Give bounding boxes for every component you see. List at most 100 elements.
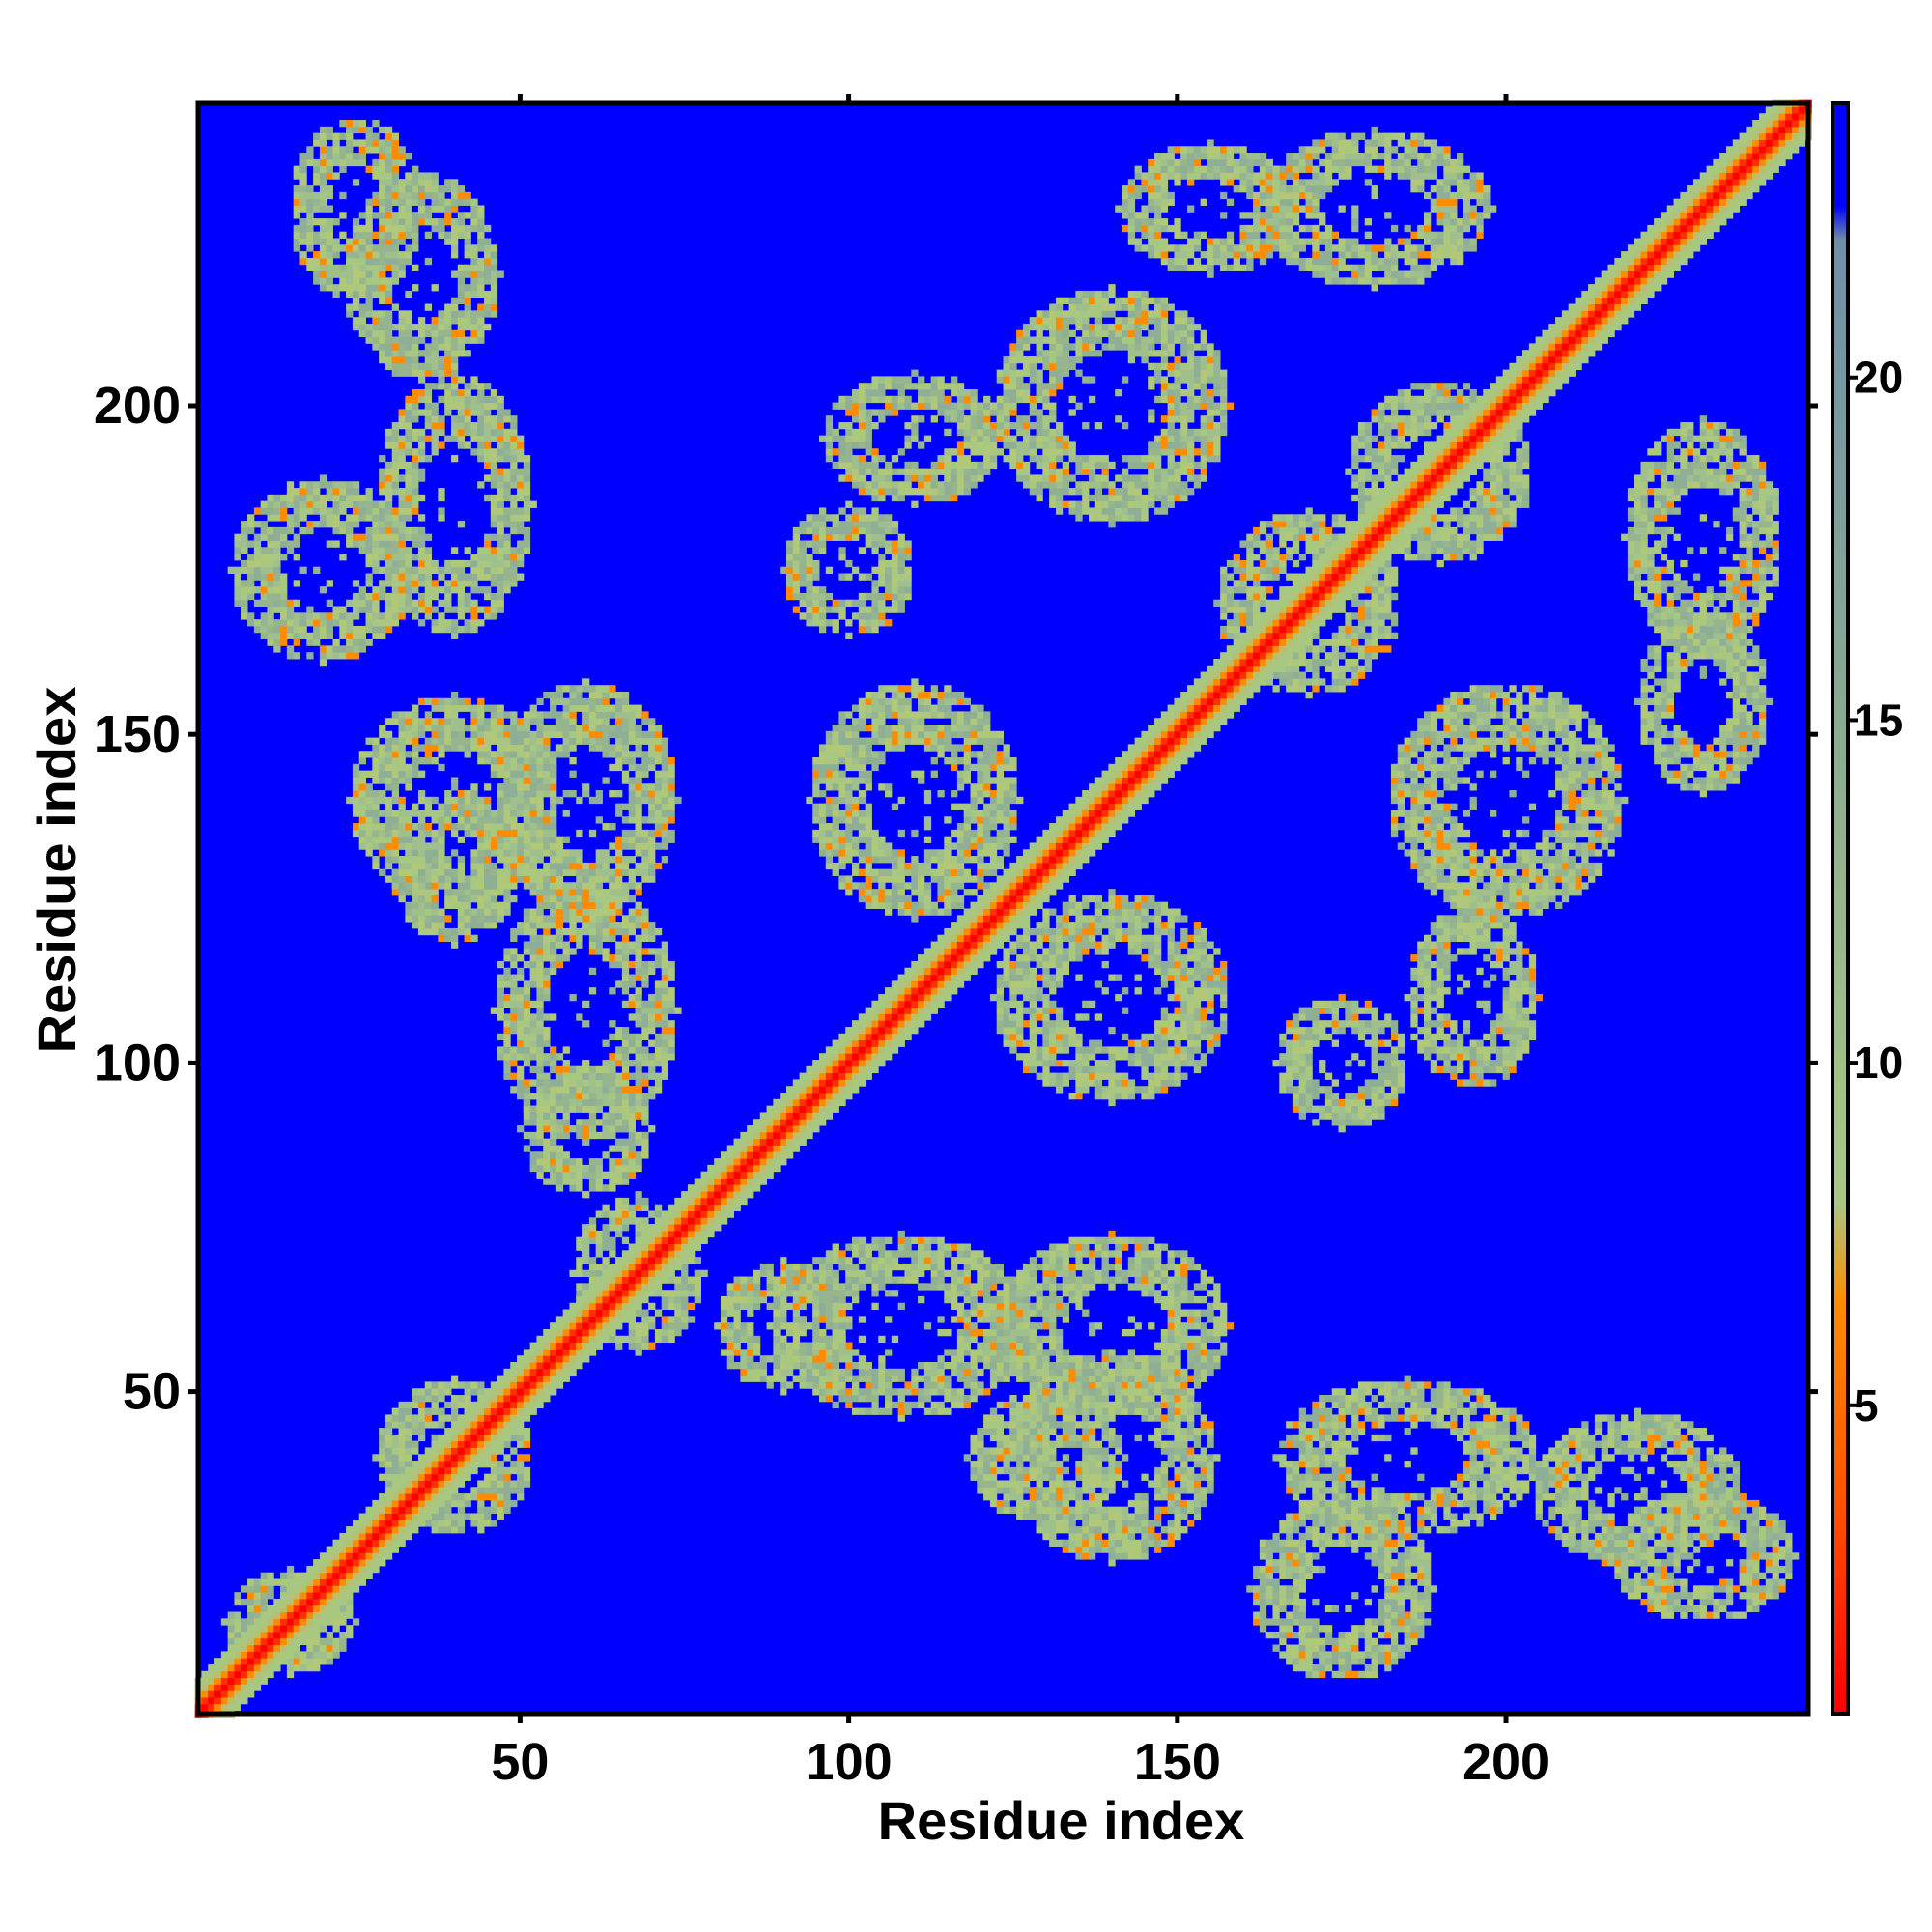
heatmap-cell	[438, 856, 445, 864]
heatmap-cell	[609, 922, 616, 929]
heatmap-cell	[582, 704, 590, 712]
heatmap-cell	[1134, 1434, 1142, 1442]
heatmap-cell	[1154, 1342, 1162, 1350]
heatmap-cell	[352, 777, 360, 784]
heatmap-cell	[1134, 1368, 1142, 1377]
heatmap-cell	[878, 1388, 886, 1396]
heatmap-cell	[555, 901, 564, 909]
heatmap-cell	[444, 724, 452, 732]
heatmap-cell	[1088, 1539, 1096, 1547]
heatmap-cell	[405, 1440, 412, 1448]
heatmap-cell	[1016, 1355, 1024, 1363]
heatmap-cell	[253, 1605, 262, 1613]
heatmap-cell	[457, 1506, 466, 1514]
heatmap-cell	[477, 856, 485, 864]
heatmap-cell	[1088, 1546, 1096, 1553]
heatmap-cell	[904, 868, 912, 876]
heatmap-cell	[1127, 1546, 1136, 1553]
heatmap-cell	[405, 770, 412, 778]
heatmap-cell	[904, 704, 912, 712]
heatmap-cell	[996, 770, 1004, 778]
heatmap-cell	[615, 842, 623, 850]
heatmap-cell	[951, 1283, 958, 1291]
heatmap-cell	[1016, 1328, 1024, 1337]
heatmap-cell	[885, 1395, 893, 1403]
heatmap-cell	[923, 816, 932, 824]
heatmap-cell	[858, 770, 867, 778]
heatmap-cell	[858, 829, 867, 838]
heatmap-cell	[602, 737, 610, 745]
heatmap-cell	[944, 1362, 952, 1370]
heatmap-cell	[1141, 1263, 1149, 1271]
heatmap-cell	[865, 868, 872, 876]
heatmap-cell	[983, 744, 991, 752]
heatmap-cell	[773, 1295, 781, 1304]
heatmap-cell	[871, 1283, 879, 1291]
heatmap-cell	[668, 763, 675, 772]
heatmap-cell	[819, 770, 827, 778]
heatmap-cell	[483, 751, 492, 758]
heatmap-cell	[654, 954, 663, 962]
heatmap-cell	[1141, 1381, 1149, 1389]
heatmap-cell	[562, 941, 570, 949]
heatmap-cell	[1029, 1355, 1037, 1363]
heatmap-cell	[977, 711, 984, 719]
heatmap-cell	[1134, 1269, 1142, 1278]
heatmap-cell	[550, 810, 557, 817]
heatmap-cell	[878, 1381, 886, 1389]
heatmap-cell	[457, 697, 466, 706]
heatmap-cell	[897, 1276, 905, 1284]
heatmap-cell	[1167, 1283, 1175, 1291]
heatmap-cell	[1180, 1440, 1188, 1448]
heatmap-cell	[918, 1269, 925, 1278]
heatmap-cell	[562, 915, 570, 923]
heatmap-cell	[878, 895, 886, 903]
heatmap-cell	[858, 697, 867, 706]
heatmap-cell	[983, 816, 991, 824]
heatmap-cell	[517, 1434, 525, 1442]
heatmap-cell	[838, 836, 846, 843]
heatmap-cell	[529, 1079, 537, 1087]
heatmap-cell	[628, 868, 636, 876]
heatmap-cell	[405, 724, 412, 732]
heatmap-cell	[825, 770, 834, 778]
heatmap-cell	[977, 1290, 984, 1297]
heatmap-cell	[582, 889, 590, 896]
heatmap-cell	[1082, 1086, 1090, 1094]
heatmap-cell	[963, 1375, 971, 1382]
heatmap-cell	[615, 1204, 623, 1211]
heatmap-cell	[628, 974, 636, 981]
heatmap-cell	[1167, 1480, 1175, 1488]
heatmap-cell	[1148, 1381, 1155, 1389]
heatmap-cell	[477, 862, 485, 870]
heatmap-cell	[891, 737, 899, 745]
heatmap-cell	[654, 1204, 663, 1211]
heatmap-cell	[398, 777, 406, 784]
heatmap-cell	[858, 836, 867, 843]
heatmap-cell	[365, 803, 373, 810]
heatmap-cell	[424, 718, 433, 725]
heatmap-cell	[1049, 1250, 1057, 1258]
heatmap-cell	[543, 993, 551, 1002]
heatmap-cell	[477, 1480, 485, 1488]
heatmap-cell	[615, 836, 623, 843]
heatmap-cell	[477, 875, 485, 883]
heatmap-cell	[1220, 1309, 1228, 1317]
heatmap-cell	[510, 1480, 518, 1488]
heatmap-cell	[1055, 1026, 1064, 1035]
heatmap-cell	[963, 1295, 971, 1304]
heatmap-cell	[1108, 1388, 1116, 1396]
heatmap-cell	[1055, 1362, 1064, 1370]
heatmap-cell	[372, 862, 380, 870]
heatmap-cell	[1022, 922, 1031, 929]
heatmap-cell	[977, 1283, 984, 1291]
heatmap-cell	[654, 1053, 663, 1061]
heatmap-cell	[1141, 1243, 1149, 1251]
heatmap-cell	[628, 783, 636, 791]
heatmap-cell	[641, 842, 649, 850]
heatmap-cell	[536, 948, 544, 955]
heatmap-cell	[1154, 1381, 1162, 1389]
heatmap-cell	[668, 783, 675, 791]
heatmap-cell	[424, 1381, 433, 1389]
heatmap-cell	[1068, 1269, 1076, 1278]
